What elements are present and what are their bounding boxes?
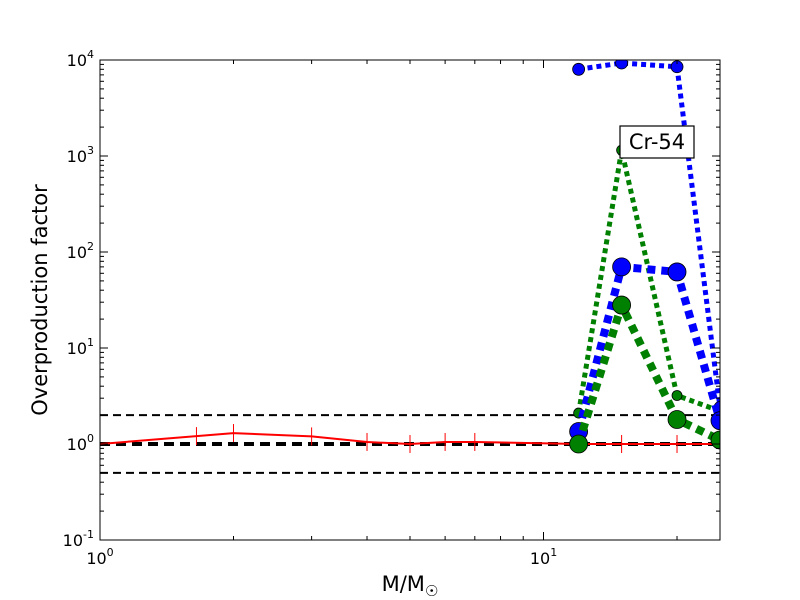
series-line <box>578 60 720 408</box>
data-point <box>667 410 687 429</box>
x-axis-label: M/M☉ <box>382 572 439 600</box>
series-line <box>574 262 720 433</box>
annotation-label: Cr-54 <box>629 130 685 154</box>
x-tick-label: 101 <box>530 546 557 568</box>
y-axis-label: Overproduction factor <box>28 184 52 416</box>
y-tick-label: 101 <box>67 336 94 358</box>
y-tick-label: 102 <box>67 240 94 262</box>
x-tick-label: 100 <box>86 546 113 568</box>
data-point <box>572 62 586 76</box>
data-point <box>612 257 632 277</box>
y-tick-label: 10-1 <box>63 528 94 550</box>
data-point <box>615 60 629 70</box>
data-point <box>671 390 683 401</box>
data-point <box>667 262 687 282</box>
y-tick-label: 103 <box>67 144 94 166</box>
data-point <box>710 430 720 450</box>
series-line <box>576 147 720 414</box>
annotation-frame <box>619 125 695 159</box>
annotation-box: Cr-54 <box>619 125 695 159</box>
data-point <box>710 411 720 431</box>
axis-ticks <box>99 59 720 541</box>
series-line <box>574 301 720 446</box>
y-tick-label: 104 <box>67 48 94 70</box>
y-tick-label: 100 <box>67 432 94 454</box>
data-point <box>612 295 632 315</box>
plot-area <box>100 60 720 474</box>
data-point <box>569 434 589 454</box>
